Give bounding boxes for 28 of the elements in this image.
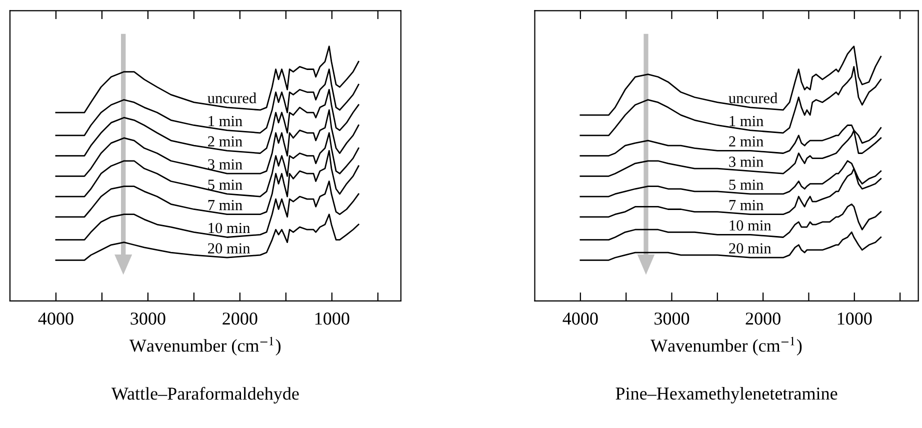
series-label: 20 min — [208, 243, 250, 254]
series-label: 7 min — [729, 200, 764, 210]
series-label: 1 min — [730, 116, 764, 126]
x-tick-label: 1000 — [315, 312, 350, 325]
series-label: 2 min — [729, 136, 764, 146]
series-label: 3 min — [208, 159, 242, 170]
series-label: uncured — [728, 92, 778, 104]
series-label: 5 min — [729, 180, 764, 190]
text: Pine–Hexamethylenetetramine — [616, 386, 838, 404]
x-tick-label: 4000 — [562, 312, 598, 325]
series-label: 5 min — [208, 180, 242, 190]
x-axis-title: Wavenumber (cm$^{−1}$) — [129, 336, 281, 356]
x-tick-label: 4000 — [38, 312, 74, 325]
series-label: 1 min — [208, 116, 242, 126]
x-axis-title: Wavenumber (cm$^{−1}$) — [650, 336, 802, 356]
series-label: 3 min — [729, 156, 764, 167]
series-label: 20 min — [729, 243, 772, 254]
x-tick-label: 3000 — [654, 312, 690, 325]
x-tick-label: 1000 — [838, 312, 872, 325]
x-tick-label: 2000 — [746, 312, 780, 325]
series-label: 10 min — [730, 220, 772, 231]
series-label: uncured — [208, 92, 256, 104]
text: Wattle–Paraformaldehyde — [111, 386, 299, 404]
x-tick-label: 3000 — [130, 312, 166, 325]
series-label: 10 min — [208, 222, 250, 234]
series-label: 7 min — [208, 200, 242, 210]
series-label: 2 min — [208, 136, 242, 146]
x-tick-label: 2000 — [222, 312, 258, 325]
